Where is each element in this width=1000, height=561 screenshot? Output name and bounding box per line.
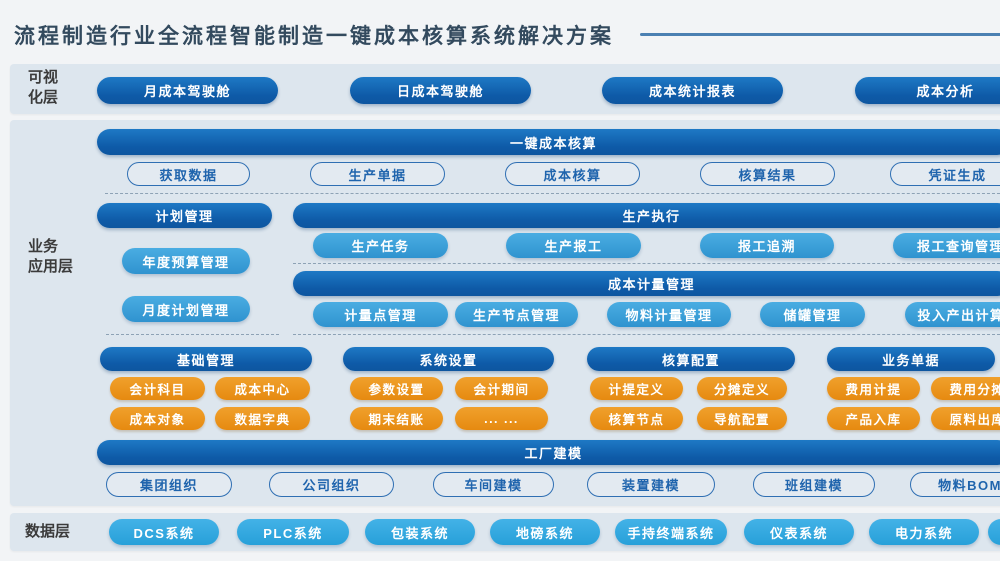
factory-modeling-header-bar: 工厂建模 <box>97 440 1000 465</box>
orange-pill-material-outbound: 原料出库 <box>931 407 1000 430</box>
viz-pill-monthly-cockpit: 月成本驾驶舱 <box>97 77 278 104</box>
data-pill-handheld-terminal-system: 手持终端系统 <box>615 519 727 545</box>
factory-pill-group-org: 集团组织 <box>106 472 232 497</box>
orange-pill-accounting-subject: 会计科目 <box>110 377 205 400</box>
meas-pill-material-metering: 物料计量管理 <box>607 302 731 327</box>
orange-pill-accrual-definition: 计提定义 <box>590 377 683 400</box>
data-pill-instrument-system: 仪表系统 <box>744 519 854 545</box>
one-click-cost-header-bar: 一键成本核算 <box>97 129 1000 155</box>
factory-pill-company-org: 公司组织 <box>269 472 394 497</box>
orange-pill-data-dictionary: 数据字典 <box>215 407 310 430</box>
orange-pill-expense-accrual: 费用计提 <box>827 377 920 400</box>
data-pill-packaging-system: 包装系统 <box>365 519 475 545</box>
viz-pill-cost-analysis: 成本分析 <box>855 77 1000 104</box>
step-pill-production-docs: 生产单据 <box>310 162 445 186</box>
meas-pill-production-node: 生产节点管理 <box>455 302 578 327</box>
exec-pill-work-report: 生产报工 <box>506 233 641 258</box>
production-execution-header-bar: 生产执行 <box>293 203 1000 228</box>
title-decor-line <box>640 33 1000 36</box>
orange-pill-product-inbound: 产品入库 <box>827 407 920 430</box>
separator-dashed-3a <box>106 334 279 335</box>
config-header-accounting-config: 核算配置 <box>587 347 795 371</box>
viz-pill-daily-cockpit: 日成本驾驶舱 <box>350 77 531 104</box>
factory-pill-workshop-modeling: 车间建模 <box>433 472 554 497</box>
data-pill-partial <box>988 519 1000 545</box>
plan-pill-monthly-plan: 月度计划管理 <box>122 296 250 322</box>
orange-pill-expense-allocation: 费用分摊 <box>931 377 1000 400</box>
meas-pill-tank-management: 储罐管理 <box>760 302 865 327</box>
plan-pill-annual-budget: 年度预算管理 <box>122 248 250 274</box>
orange-pill-allocation-definition: 分摊定义 <box>697 377 787 400</box>
data-pill-dcs-system: DCS系统 <box>109 519 219 545</box>
orange-pill-accounting-period: 会计期间 <box>455 377 548 400</box>
separator-dashed-2 <box>293 263 1000 264</box>
config-header-business-documents: 业务单据 <box>827 347 995 371</box>
factory-pill-team-modeling: 班组建模 <box>753 472 875 497</box>
viz-pill-cost-report: 成本统计报表 <box>602 77 783 104</box>
step-pill-get-data: 获取数据 <box>127 162 250 186</box>
factory-pill-material-bom: 物料BOM <box>910 472 1000 497</box>
config-header-system-settings: 系统设置 <box>343 347 554 371</box>
page-title: 流程制造行业全流程智能制造一键成本核算系统解决方案 <box>14 25 614 48</box>
data-layer-label: 数据层 <box>25 523 71 540</box>
separator-dashed-1 <box>105 193 1000 194</box>
data-pill-weighbridge-system: 地磅系统 <box>490 519 600 545</box>
business-layer-label: 业务 应用层 <box>28 238 74 275</box>
orange-pill-parameter-settings: 参数设置 <box>350 377 443 400</box>
cost-measurement-header-bar: 成本计量管理 <box>293 271 1000 296</box>
visualization-layer-label: 可视 化层 <box>28 69 59 106</box>
meas-pill-input-output-calc: 投入产出计算 <box>905 302 1000 327</box>
orange-pill-cost-object: 成本对象 <box>110 407 205 430</box>
exec-pill-production-task: 生产任务 <box>313 233 448 258</box>
data-pill-power-system: 电力系统 <box>869 519 979 545</box>
separator-dashed-3b <box>293 334 1000 335</box>
step-pill-voucher-generation: 凭证生成 <box>890 162 1000 186</box>
exec-pill-report-query: 报工查询管理 <box>893 233 1000 258</box>
orange-pill-accounting-node: 核算节点 <box>590 407 683 430</box>
orange-pill-ellipsis: ... ... <box>455 407 548 430</box>
orange-pill-cost-center: 成本中心 <box>215 377 310 400</box>
step-pill-cost-accounting: 成本核算 <box>505 162 640 186</box>
config-header-basic-management: 基础管理 <box>100 347 312 371</box>
meas-pill-metering-point: 计量点管理 <box>313 302 448 327</box>
orange-pill-navigation-config: 导航配置 <box>697 407 787 430</box>
step-pill-accounting-result: 核算结果 <box>700 162 835 186</box>
data-pill-plc-system: PLC系统 <box>237 519 349 545</box>
factory-pill-device-modeling: 装置建模 <box>587 472 715 497</box>
plan-management-header: 计划管理 <box>97 203 272 228</box>
exec-pill-report-trace: 报工追溯 <box>700 233 834 258</box>
orange-pill-period-end-closing: 期末结账 <box>350 407 443 430</box>
